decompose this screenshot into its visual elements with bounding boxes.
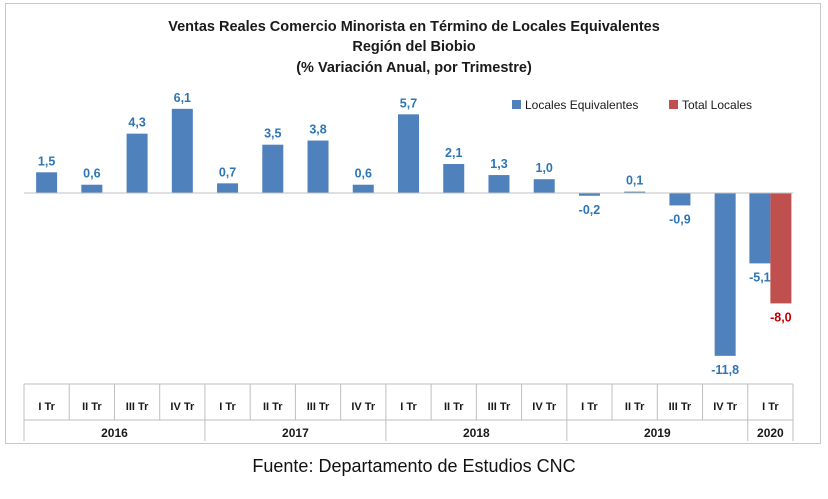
- quarter-label-5: I Tr: [219, 401, 236, 413]
- quarter-label-15: III Tr: [669, 401, 692, 413]
- chart-title-line-2: Región del Biobio: [352, 39, 475, 55]
- bar-locales-equivalentes-14: [624, 191, 646, 193]
- quarter-label-2: II Tr: [82, 401, 102, 413]
- quarter-label-10: II Tr: [444, 401, 464, 413]
- data-label-locales-9: 5,7: [400, 96, 417, 110]
- bar-locales-equivalentes-15: [669, 193, 691, 206]
- quarter-label-9: I Tr: [400, 401, 417, 413]
- data-label-locales-3: 4,3: [128, 116, 145, 130]
- quarter-label-14: II Tr: [625, 401, 645, 413]
- data-label-total-17: -8,0: [770, 310, 792, 324]
- data-label-locales-5: 0,7: [219, 165, 236, 179]
- year-label-2018: 2018: [463, 426, 490, 440]
- quarter-label-11: III Tr: [488, 401, 511, 413]
- year-label-2019: 2019: [644, 426, 671, 440]
- bar-locales-equivalentes-9: [398, 114, 419, 193]
- legend-label-locales-equivalentes: Locales Equivalentes: [525, 98, 638, 112]
- quarter-label-16: IV Tr: [713, 401, 738, 413]
- chart-frame: [5, 3, 821, 444]
- legend-swatch-locales-equivalentes: [512, 100, 521, 109]
- quarter-label-8: IV Tr: [351, 401, 376, 413]
- quarter-label-13: I Tr: [581, 401, 598, 413]
- quarter-label-6: II Tr: [263, 401, 283, 413]
- data-label-locales-7: 3,8: [309, 123, 326, 137]
- bar-locales-equivalentes-16: [714, 193, 736, 356]
- data-label-locales-15: -0,9: [669, 212, 691, 226]
- data-label-locales-4: 6,1: [174, 91, 191, 105]
- bar-locales-equivalentes-17: [749, 193, 771, 264]
- data-label-locales-14: 0,1: [626, 174, 643, 188]
- quarter-label-17: I Tr: [762, 401, 779, 413]
- legend-label-total-locales: Total Locales: [682, 98, 752, 112]
- quarter-label-4: IV Tr: [170, 401, 195, 413]
- bar-locales-equivalentes-6: [262, 144, 284, 193]
- bar-total-locales-17: [770, 193, 792, 304]
- source-note: Fuente: Departamento de Estudios CNC: [252, 456, 576, 476]
- quarter-label-1: I Tr: [38, 401, 55, 413]
- bar-locales-equivalentes-3: [126, 133, 148, 193]
- data-label-locales-1: 1,5: [38, 154, 55, 168]
- data-label-locales-10: 2,1: [445, 146, 462, 160]
- quarter-label-12: IV Tr: [532, 401, 557, 413]
- data-label-locales-12: 1,0: [536, 161, 553, 175]
- bar-locales-equivalentes-12: [533, 179, 555, 193]
- bar-locales-equivalentes-5: [217, 183, 239, 193]
- bar-locales-equivalentes-7: [307, 140, 329, 193]
- data-label-locales-16: -11,8: [711, 363, 739, 377]
- year-label-2016: 2016: [101, 426, 128, 440]
- chart-title-line-1: Ventas Reales Comercio Minorista en Térm…: [168, 19, 660, 35]
- data-label-locales-8: 0,6: [355, 167, 372, 181]
- chart-title-line-3: (% Variación Anual, por Trimestre): [296, 60, 532, 76]
- bar-locales-equivalentes-1: [36, 172, 58, 193]
- data-label-locales-13: -0,2: [579, 203, 601, 217]
- quarter-label-3: III Tr: [126, 401, 149, 413]
- legend-swatch-total-locales: [669, 100, 678, 109]
- data-label-locales-11: 1,3: [490, 157, 507, 171]
- bar-locales-equivalentes-13: [578, 193, 600, 196]
- bar-locales-equivalentes-4: [171, 108, 193, 193]
- year-label-2017: 2017: [282, 426, 309, 440]
- data-label-locales-2: 0,6: [83, 167, 100, 181]
- data-label-locales-17: -5,1: [749, 270, 771, 284]
- data-label-locales-6: 3,5: [264, 127, 281, 141]
- quarter-label-7: III Tr: [307, 401, 330, 413]
- year-label-2020: 2020: [757, 426, 784, 440]
- bar-locales-equivalentes-8: [352, 184, 374, 193]
- bar-locales-equivalentes-11: [488, 175, 510, 193]
- bar-chart: Ventas Reales Comercio Minorista en Térm…: [23, 19, 794, 441]
- bar-locales-equivalentes-2: [81, 184, 103, 193]
- bar-locales-equivalentes-10: [443, 164, 465, 193]
